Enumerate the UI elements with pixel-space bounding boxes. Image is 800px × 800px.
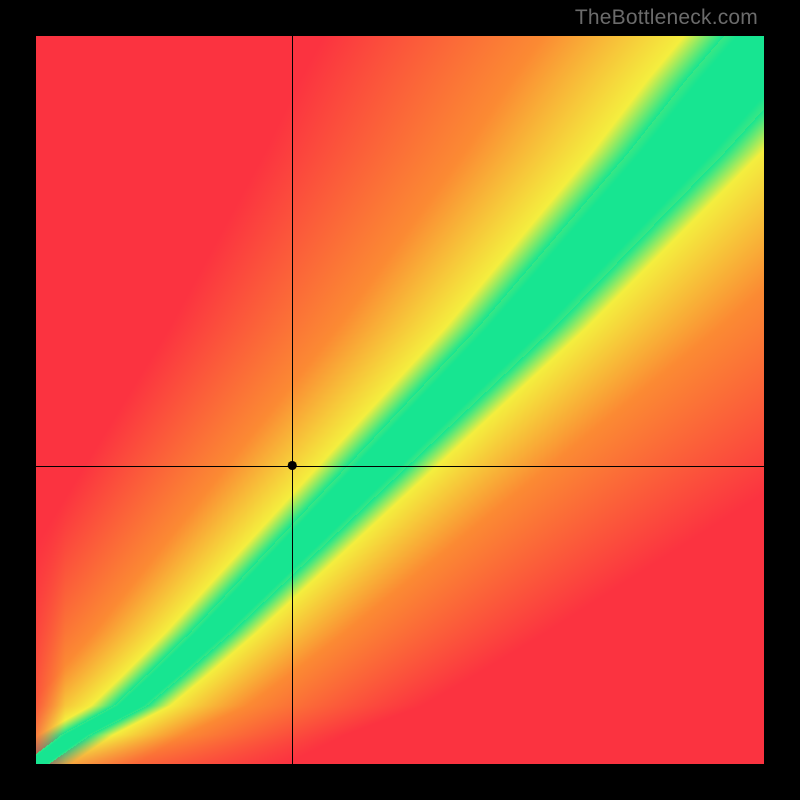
plot-area — [36, 36, 764, 764]
heatmap-canvas — [36, 36, 764, 764]
chart-frame: TheBottleneck.com — [0, 0, 800, 800]
watermark-text: TheBottleneck.com — [575, 6, 758, 30]
